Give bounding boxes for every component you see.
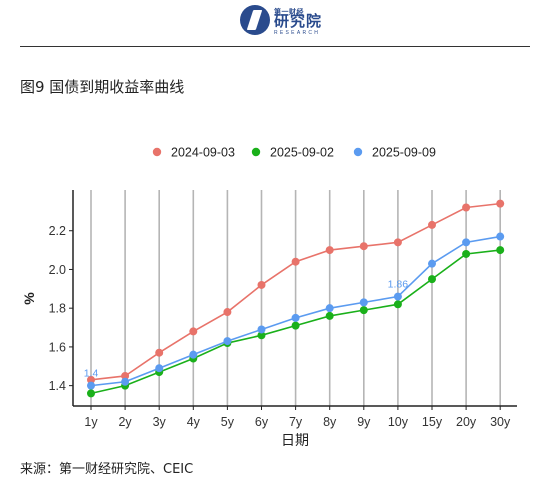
x-tick-label: 3y xyxy=(153,415,167,429)
chart-grid xyxy=(90,190,502,406)
legend-marker xyxy=(353,147,363,157)
x-tick-label: 6y xyxy=(255,415,269,429)
series-point xyxy=(189,350,198,359)
yield-curve-chart: 2024-09-03 2025-09-02 2025-09-09 1.4 1.6 1.8… xyxy=(21,146,517,449)
legend-marker xyxy=(251,147,261,157)
logo-sub-text: RESEARCH xyxy=(274,30,321,36)
header-divider xyxy=(20,46,530,47)
brand-logo: 第一财经 研究院 RESEARCH xyxy=(240,5,330,41)
x-tick-label: 30y xyxy=(490,415,511,429)
series-point xyxy=(393,300,402,309)
series-point xyxy=(393,238,402,247)
series-point xyxy=(223,337,232,346)
logo-emblem-icon xyxy=(240,5,270,35)
x-tick-label: 5y xyxy=(221,415,235,429)
series-point xyxy=(325,311,334,320)
logo-main-text: 研究院 xyxy=(274,13,323,30)
figure-title: 图9 国债到期收益率曲线 xyxy=(20,78,185,96)
x-tick-label: 4y xyxy=(187,415,201,429)
source-note: 来源：第一财经研究院、CEIC xyxy=(20,462,194,477)
series-point xyxy=(291,321,300,330)
chart-legend: 2024-09-03 2025-09-02 2025-09-09 xyxy=(152,146,436,160)
series-point xyxy=(325,304,334,313)
legend-label: 2024-09-03 xyxy=(171,146,235,160)
y-tick-label: 2.0 xyxy=(49,263,66,277)
series-point xyxy=(257,280,266,289)
series-point xyxy=(462,203,471,212)
chart-series xyxy=(87,199,505,398)
series-point xyxy=(359,306,368,315)
series-point xyxy=(496,246,505,255)
series-point xyxy=(87,375,95,384)
series-point xyxy=(496,199,505,208)
report-header: 第一财经 研究院 RESEARCH xyxy=(0,0,557,48)
y-tick-label: 2.2 xyxy=(49,224,66,238)
data-label: 1.86 xyxy=(388,279,409,291)
y-tick-label: 1.4 xyxy=(49,379,66,393)
series-point xyxy=(462,249,471,258)
series-point xyxy=(155,348,164,357)
series-point xyxy=(359,298,368,307)
series-point xyxy=(428,220,436,229)
chart-axes xyxy=(69,190,517,410)
series-point xyxy=(291,257,300,266)
x-axis-title: 日期 xyxy=(281,433,309,449)
series-point xyxy=(121,377,130,386)
series-point xyxy=(359,242,368,251)
x-tick-label: 15y xyxy=(422,415,443,429)
series-point xyxy=(223,308,232,317)
series-point xyxy=(87,381,95,390)
series-point xyxy=(393,292,402,301)
x-tick-label: 1y xyxy=(84,415,98,429)
series-point xyxy=(189,327,198,336)
x-tick-label: 8y xyxy=(323,415,337,429)
series-point xyxy=(428,275,436,284)
x-tick-label: 20y xyxy=(456,415,477,429)
legend-marker xyxy=(152,147,162,157)
series-point xyxy=(462,238,471,247)
data-label: 1.4 xyxy=(84,368,99,380)
x-tick-label: 9y xyxy=(357,415,371,429)
y-axis-title: % xyxy=(21,292,37,305)
y-tick-label: 1.6 xyxy=(49,340,66,354)
series-point xyxy=(496,232,505,241)
series-point xyxy=(155,364,164,373)
series-point xyxy=(257,331,266,340)
series-point xyxy=(121,371,130,380)
legend-label: 2025-09-02 xyxy=(270,146,334,160)
y-tick-label: 1.8 xyxy=(49,302,66,316)
chart-labels: 1.4 1.6 1.8 2.0 2.2 1y 2y 3y 4y 5y 6y 7y 8y 9y 10y 15y 2… xyxy=(21,224,511,449)
series-point xyxy=(428,259,436,268)
legend-label: 2025-09-09 xyxy=(372,146,436,160)
series-point xyxy=(257,325,266,334)
x-tick-label: 7y xyxy=(289,415,303,429)
x-tick-label: 10y xyxy=(388,415,409,429)
x-tick-label: 2y xyxy=(118,415,132,429)
series-point xyxy=(291,313,300,322)
logo-top-text: 第一财经 xyxy=(274,9,304,16)
series-point xyxy=(325,246,334,255)
series-point xyxy=(87,389,95,398)
